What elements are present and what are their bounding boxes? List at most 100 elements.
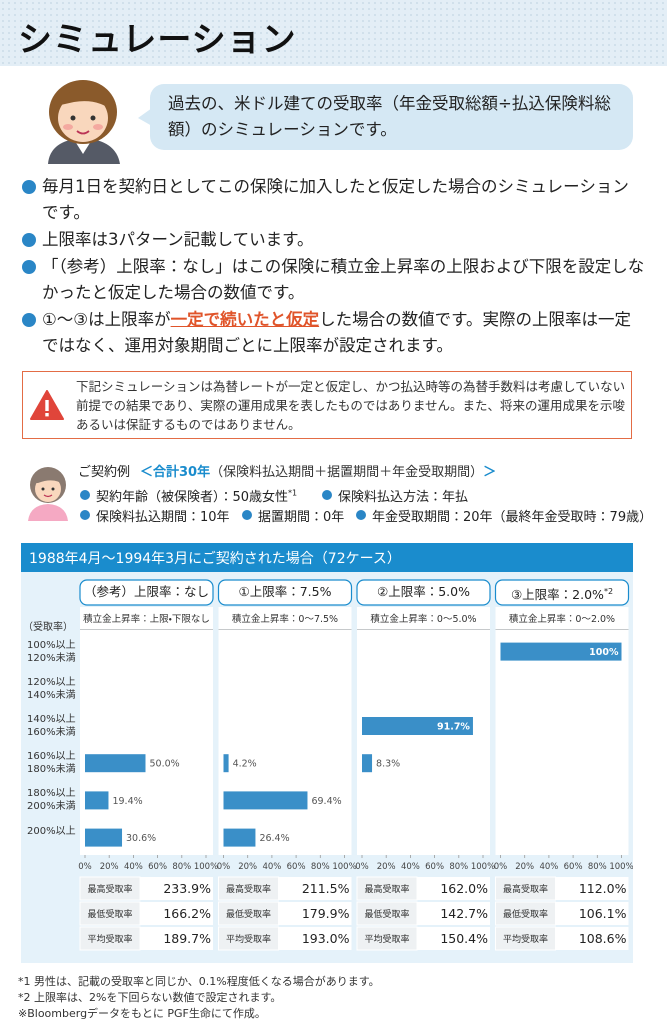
header-band (0, 0, 667, 66)
stat-label: 最高受取率 (87, 883, 132, 895)
summary-end: ＞ (483, 465, 497, 480)
stat-label: 平均受取率 (87, 933, 132, 945)
stat-value-cell (140, 902, 213, 925)
bar (223, 828, 256, 847)
stat-label: 最低受取率 (364, 908, 409, 920)
chart-subtitle: 積立金上昇率：0～5.0% (370, 613, 476, 625)
stat-value-cell (140, 877, 213, 900)
stat-label: 最高受取率 (503, 883, 548, 895)
example-summary: ＜合計30年（保険料払込期間＋据置期間＋年金受取期間）＞ (140, 461, 496, 480)
data-label: 69.4% (311, 796, 341, 807)
stat-value-cell (140, 927, 213, 950)
example-item: 据置期間：0年 (242, 506, 344, 525)
footnote: *1 男性は、記載の受取率と同じか、0.1%程度低くなる場合があります。 (18, 975, 380, 988)
footnote: ※Bloombergデータをもとに PGF生命にて作成。 (18, 1007, 266, 1020)
stat-value: 162.0% (440, 881, 488, 896)
x-tick-label: 60% (287, 862, 306, 872)
bullet: 毎月1日を契約日としてこの保険に加入したと仮定した場合のシミュレーションです。 (20, 174, 645, 226)
example-item: 保険料払込期間：10年 (80, 506, 230, 525)
data-label: 4.2% (233, 759, 257, 770)
chart-header-box (494, 579, 630, 606)
stat-label: 最低受取率 (87, 908, 132, 920)
x-tick-label: 100% (194, 862, 218, 872)
y-tick-label: 200%以上 (27, 825, 76, 837)
chart-header-box (79, 579, 214, 606)
bar (85, 754, 146, 773)
subtitle-box (80, 607, 213, 629)
warning-icon (30, 390, 64, 420)
stat-value: 189.7% (163, 931, 211, 946)
y-axis-label: （受取率） (23, 622, 73, 633)
stat-value: 150.4% (440, 931, 488, 946)
speech-bubble (150, 84, 633, 150)
data-label: 100% (589, 647, 619, 658)
plot-area (80, 630, 213, 855)
bullet-text: ①～③は上限率が (42, 310, 171, 329)
example-item: 契約年齢（被保険者）：50歳女性*1 (80, 486, 297, 505)
data-label: 91.7% (437, 722, 470, 733)
stat-value-cell (278, 902, 352, 925)
x-tick-label: 100% (471, 862, 495, 872)
x-tick-label: 100% (609, 862, 633, 872)
data-label: 19.4% (112, 796, 142, 807)
x-tick-label: 0% (217, 862, 231, 872)
plot-area (357, 630, 490, 855)
chart-subtitle: 積立金上昇率：上限・下限なし (83, 613, 210, 625)
stat-label: 最低受取率 (503, 908, 548, 920)
bubble-tail (138, 108, 152, 126)
chart-subtitle: 積立金上昇率：0～2.0% (509, 613, 615, 625)
plot-area (218, 630, 352, 855)
example-item: 保険料払込方法：年払 (322, 486, 468, 505)
x-tick-label: 0% (494, 862, 508, 872)
chart-title: ③上限率：2.0%*2 (496, 580, 629, 607)
chart-title: ①上限率：7.5% (219, 580, 352, 604)
y-tick-label: 160%以上 180%未満 (27, 751, 76, 776)
y-tick-label: 120%以上 140%未満 (27, 676, 76, 701)
stat-label: 平均受取率 (364, 933, 409, 945)
panel-header (21, 543, 633, 572)
x-tick-label: 40% (401, 862, 420, 872)
stat-value-cell (278, 927, 352, 950)
x-tick-label: 80% (449, 862, 468, 872)
summary: ＜合計30年 (140, 465, 211, 480)
stat-value: 179.9% (302, 906, 350, 921)
example-avatar (28, 467, 68, 521)
x-tick-label: 20% (377, 862, 396, 872)
bullet-text: した場合の数値です。実際の上限率は一定ではなく、運用対象期間ごとに上限率が設定さ… (42, 310, 631, 355)
stat-value-cell (555, 927, 629, 950)
bar (500, 642, 622, 661)
stat-value: 193.0% (302, 931, 350, 946)
bullet: 上限率は3パターン記載しています。 (20, 227, 645, 253)
notice-box (22, 371, 632, 439)
chart-header-box (217, 579, 353, 606)
y-tick-label: 180%以上 200%未満 (27, 788, 76, 813)
simulation-panel: 1988年4月～1994年3月にご契約された場合（72ケース） 積立金上昇率：上… (21, 543, 633, 963)
x-tick-label: 0% (78, 862, 92, 872)
x-tick-label: 60% (148, 862, 167, 872)
stat-label: 最低受取率 (226, 908, 271, 920)
chart-subtitle: 積立金上昇率：0～7.5% (232, 613, 338, 625)
x-tick-label: 80% (588, 862, 607, 872)
notice-text: 下記シミュレーションは為替レートが一定と仮定し、かつ払込時等の為替手数料は考慮し… (76, 379, 626, 432)
plot-area (495, 630, 629, 855)
subtitle-box (218, 607, 352, 629)
stat-value: 108.6% (579, 931, 627, 946)
bullet: ①～③は上限率が一定で続いたと仮定した場合の数値です。実際の上限率は一定ではなく… (20, 307, 645, 359)
bar (362, 717, 473, 735)
stat-value-cell (555, 877, 629, 900)
stat-value-cell (417, 877, 490, 900)
stat-label: 平均受取率 (226, 933, 271, 945)
stat-label: 平均受取率 (503, 933, 548, 945)
panel-title: 1988年4月～1994年3月にご契約された場合（72ケース） (29, 551, 401, 567)
example-item: 年金受取期間：20年（最終年金受取時：79歳） (356, 506, 652, 525)
stat-value: 142.7% (440, 906, 488, 921)
x-tick-label: 80% (311, 862, 330, 872)
avatar (48, 80, 120, 164)
y-tick-label: 100%以上 120%未満 (27, 639, 76, 664)
chart-header-box (356, 579, 491, 606)
item-text: 契約年齢（被保険者）：50歳女性 (96, 490, 289, 505)
stat-value-cell (417, 927, 490, 950)
charts: 積立金上昇率：上限・下限なし 50.0% 19.4% 30.6% 0% 20% 40% 60%… (78, 579, 633, 951)
chart-title-text: ③上限率：2.0% (510, 587, 604, 603)
